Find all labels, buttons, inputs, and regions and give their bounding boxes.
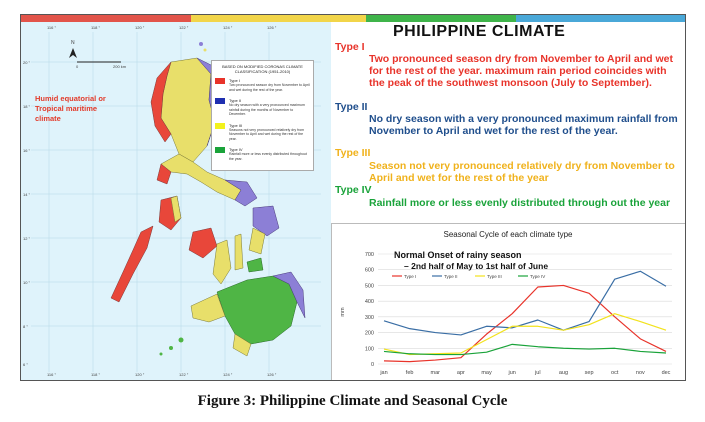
coord-bottom-4: 124 ° bbox=[223, 372, 233, 377]
color-bar-green bbox=[366, 15, 516, 22]
coord-top-4: 124 ° bbox=[223, 25, 233, 30]
legend-item-type2: Type II No dry season with a very pronou… bbox=[215, 98, 310, 117]
legend-label: Type III bbox=[229, 122, 243, 128]
legend-label-2: Type II bbox=[444, 274, 458, 279]
legend-swatch bbox=[215, 78, 225, 84]
type1-description: Two pronounced season dry from November … bbox=[369, 53, 673, 89]
color-bar-red bbox=[21, 15, 191, 22]
legend-swatch bbox=[215, 147, 225, 153]
coord-top-2: 120 ° bbox=[135, 25, 145, 30]
type2-description: No dry season with a very pronounced max… bbox=[369, 113, 678, 137]
coord-top-1: 118 ° bbox=[91, 25, 101, 30]
coord-bottom-0: 116 ° bbox=[47, 372, 57, 377]
x-tick-label: oct bbox=[611, 370, 619, 376]
coord-left-2: 16 ° bbox=[23, 148, 31, 153]
coord-bottom-3: 122 ° bbox=[179, 372, 189, 377]
legend-text: Two pronounced season dry from November … bbox=[229, 83, 310, 92]
series-line-1 bbox=[383, 284, 667, 363]
legend-label-3: Type III bbox=[487, 274, 502, 279]
legend-swatch bbox=[215, 122, 225, 129]
climate-zone-label: Humid equatorial or Tropical maritime cl… bbox=[35, 94, 106, 123]
x-tick-label: sep bbox=[585, 370, 594, 376]
x-tick-label: may bbox=[481, 370, 492, 376]
climate-info-panel: PHILIPPINE CLIMATE Type I Two pronounced… bbox=[331, 22, 685, 222]
legend-item-type1: Type I Two pronounced season dry from No… bbox=[215, 78, 310, 92]
legend-label: Type I bbox=[229, 78, 240, 83]
y-axis-label: mm bbox=[340, 307, 346, 317]
coord-left-4: 12 ° bbox=[23, 236, 31, 241]
legend-item-type3: Type III Seasons not very pronounced rel… bbox=[215, 122, 310, 142]
x-tick-label: aug bbox=[559, 370, 568, 376]
coord-left-7: 6 ° bbox=[23, 362, 28, 367]
north-arrow-icon bbox=[69, 48, 77, 58]
x-tick-label: mar bbox=[431, 370, 441, 376]
coord-bottom-5: 126 ° bbox=[267, 372, 277, 377]
figure-frame: 116 ° 118 ° 120 ° 122 ° 124 ° 126 ° 116 … bbox=[20, 14, 686, 381]
legend-swatch bbox=[215, 98, 225, 104]
climate-title: PHILIPPINE CLIMATE bbox=[393, 23, 566, 40]
legend-title: BASED ON MODIFIED CORONAS CLIMATE CLASSI… bbox=[222, 64, 303, 74]
type3-description: Season not very pronounced relatively dr… bbox=[369, 160, 675, 184]
coord-left-5: 10 ° bbox=[23, 280, 31, 285]
coord-top-5: 126 ° bbox=[267, 25, 277, 30]
coord-left-1: 18 ° bbox=[23, 104, 31, 109]
coord-top-3: 122 ° bbox=[179, 25, 189, 30]
coord-bottom-2: 120 ° bbox=[135, 372, 145, 377]
legend-item-type4: Type IV Rainfall more or less evenly dis… bbox=[215, 147, 310, 161]
color-bar-yellow bbox=[191, 15, 366, 22]
y-tick-label: 100 bbox=[365, 346, 374, 352]
x-tick-label: apr bbox=[457, 370, 465, 376]
y-tick-label: 0 bbox=[371, 362, 374, 368]
legend-label-1: Type I bbox=[404, 274, 416, 279]
y-tick-label: 400 bbox=[365, 299, 374, 305]
coord-bottom-1: 118 ° bbox=[91, 372, 101, 377]
annotation-line1: Normal Onset of rainy season bbox=[394, 250, 522, 260]
type3-heading: Type III bbox=[335, 147, 371, 159]
legend-text: Seasons not very pronounced relatively d… bbox=[229, 127, 305, 141]
color-bar bbox=[21, 15, 685, 22]
legend-label-4: Type IV bbox=[530, 274, 545, 279]
x-tick-label: jan bbox=[379, 370, 387, 376]
type2-heading: Type II bbox=[335, 101, 368, 113]
y-tick-label: 300 bbox=[365, 315, 374, 321]
y-tick-label: 700 bbox=[365, 252, 374, 258]
coord-left-3: 14 ° bbox=[23, 192, 31, 197]
map-panel: 116 ° 118 ° 120 ° 122 ° 124 ° 126 ° 116 … bbox=[21, 22, 331, 380]
north-label: N bbox=[71, 40, 75, 46]
annotation-line2: – 2nd half of May to 1st half of June bbox=[404, 261, 548, 271]
type4-description: Rainfall more or less evenly distributed… bbox=[369, 197, 671, 209]
y-tick-label: 500 bbox=[365, 283, 374, 289]
legend-text: No dry season with a very pronounced max… bbox=[229, 103, 305, 116]
x-tick-label: jun bbox=[508, 370, 516, 376]
chart-title: Seasonal Cycle of each climate type bbox=[444, 230, 574, 239]
type1-heading: Type I bbox=[335, 41, 365, 53]
seasonal-cycle-chart: Seasonal Cycle of each climate type 0 100 2… bbox=[331, 223, 685, 380]
x-tick-label: feb bbox=[406, 370, 414, 376]
figure-caption: Figure 3: Philippine Climate and Seasona… bbox=[197, 393, 508, 409]
legend-text: Rainfall more or less evenly distributed… bbox=[229, 152, 307, 161]
series-line-2 bbox=[383, 270, 667, 336]
coord-left-0: 20 ° bbox=[23, 60, 31, 65]
y-tick-label: 200 bbox=[365, 331, 374, 337]
seasonal-cycle-svg: Seasonal Cycle of each climate type 0 100 2… bbox=[340, 230, 672, 376]
color-bar-blue bbox=[516, 15, 685, 22]
scale-left: 0 bbox=[76, 64, 79, 69]
legend-label: Type II bbox=[229, 98, 242, 103]
coord-top-0: 116 ° bbox=[47, 25, 57, 30]
coord-left-6: 8 ° bbox=[23, 324, 28, 329]
x-tick-label: jul bbox=[534, 370, 541, 376]
y-tick-label: 600 bbox=[365, 268, 374, 274]
x-tick-label: nov bbox=[636, 370, 645, 376]
legend-label: Type IV bbox=[229, 147, 243, 152]
x-tick-label: dec bbox=[662, 370, 671, 376]
scale-right: 200 km bbox=[113, 64, 127, 69]
type4-heading: Type IV bbox=[335, 184, 372, 196]
map-legend: BASED ON MODIFIED CORONAS CLIMATE CLASSI… bbox=[211, 60, 314, 171]
series-line-4 bbox=[383, 343, 667, 356]
